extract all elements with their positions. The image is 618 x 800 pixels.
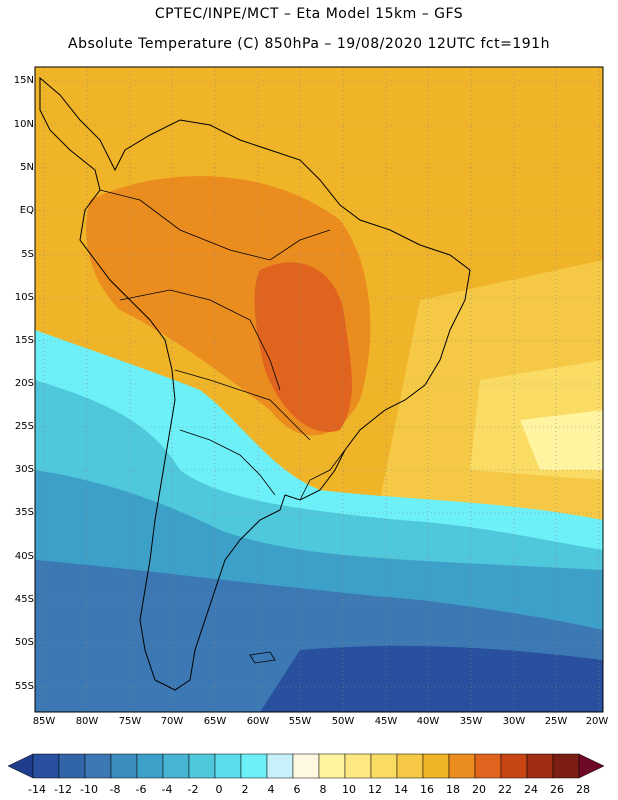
lat-label: 30S [14,464,34,475]
lat-label: 15S [14,335,34,346]
colorbar-label: 14 [394,783,408,796]
chart-title-line1: CPTEC/INPE/MCT – Eta Model 15km – GFS [154,6,464,22]
lon-label: 80W [75,716,99,727]
lat-label: 20S [14,378,34,389]
colorbar-label: -14 [28,783,46,796]
colorbar [7,753,605,779]
lat-label: 5N [20,162,34,173]
colorbar-label: 16 [420,783,434,796]
falkland-islands [249,651,276,664]
colorbar-label: 12 [368,783,382,796]
lon-label: 40W [416,716,440,727]
colorbar-arrow-left [7,753,34,779]
colorbar-label: 28 [576,783,590,796]
colorbar-label: 2 [241,783,249,796]
lat-label: 15N [13,75,34,86]
colorbar-label: 18 [446,783,460,796]
colorbar-segment [344,753,372,779]
colorbar-arrow-right [578,753,605,779]
lat-label: 45S [14,594,34,605]
colorbar-segment [474,753,502,779]
colorbar-segment [526,753,554,779]
temperature-field [35,67,603,712]
lon-label: 60W [246,716,270,727]
lon-label: 85W [32,716,56,727]
colorbar-segment [292,753,320,779]
atlantic-pale-zone [520,410,603,470]
colorbar-label: -8 [109,783,121,796]
lat-label: 40S [14,551,34,562]
colorbar-label: 10 [342,783,356,796]
lat-label: 50S [14,637,34,648]
country-borders [99,189,346,501]
lat-label: 25S [14,421,34,432]
colorbar-segment [136,753,164,779]
colorbar-label: 20 [472,783,486,796]
colorbar-segment [32,753,60,779]
lon-label: 30W [502,716,526,727]
lon-label: 70W [160,716,184,727]
lat-label: 55S [14,681,34,692]
colorbar-segment [370,753,398,779]
map-frame [34,66,604,713]
colorbar-label: 26 [550,783,564,796]
colorbar-label: -6 [135,783,147,796]
lon-label: 55W [288,716,312,727]
colorbar-label: 0 [215,783,223,796]
colorbar-segment [162,753,190,779]
lat-label: EQ [19,205,34,216]
colorbar-segment [552,753,580,779]
lon-label: 50W [331,716,355,727]
lon-label: 65W [203,716,227,727]
colorbar-segment [448,753,476,779]
colorbar-segment [110,753,138,779]
colorbar-segment [240,753,268,779]
colorbar-label: -10 [80,783,98,796]
lon-label: 20W [585,716,609,727]
colorbar-label: -4 [161,783,173,796]
lat-label: 5S [21,249,34,260]
hot-core [254,262,352,432]
lat-label: 10S [14,292,34,303]
colorbar-segment [84,753,112,779]
colorbar-segment [266,753,294,779]
colorbar-segment [188,753,216,779]
lon-label: 45W [374,716,398,727]
lat-label: 35S [14,507,34,518]
lon-label: 25W [544,716,568,727]
colorbar-segment [500,753,528,779]
colorbar-label: 8 [319,783,327,796]
colorbar-segment [214,753,242,779]
colorbar-label: 22 [498,783,512,796]
colorbar-segment [422,753,450,779]
colorbar-label: 4 [267,783,275,796]
colorbar-segment [58,753,86,779]
colorbar-label: 24 [524,783,538,796]
colorbar-label: 6 [293,783,301,796]
south-america-outline [39,76,471,691]
lat-label: 10N [13,119,34,130]
gridlines [35,67,603,712]
lon-label: 35W [459,716,483,727]
chart-title-line2: Absolute Temperature (C) 850hPa – 19/08/… [68,36,550,52]
colorbar-segment [396,753,424,779]
colorbar-label: -2 [187,783,199,796]
coldest-zone [260,645,603,712]
colorbar-label: -12 [54,783,72,796]
colorbar-segment [318,753,346,779]
lon-label: 75W [118,716,142,727]
